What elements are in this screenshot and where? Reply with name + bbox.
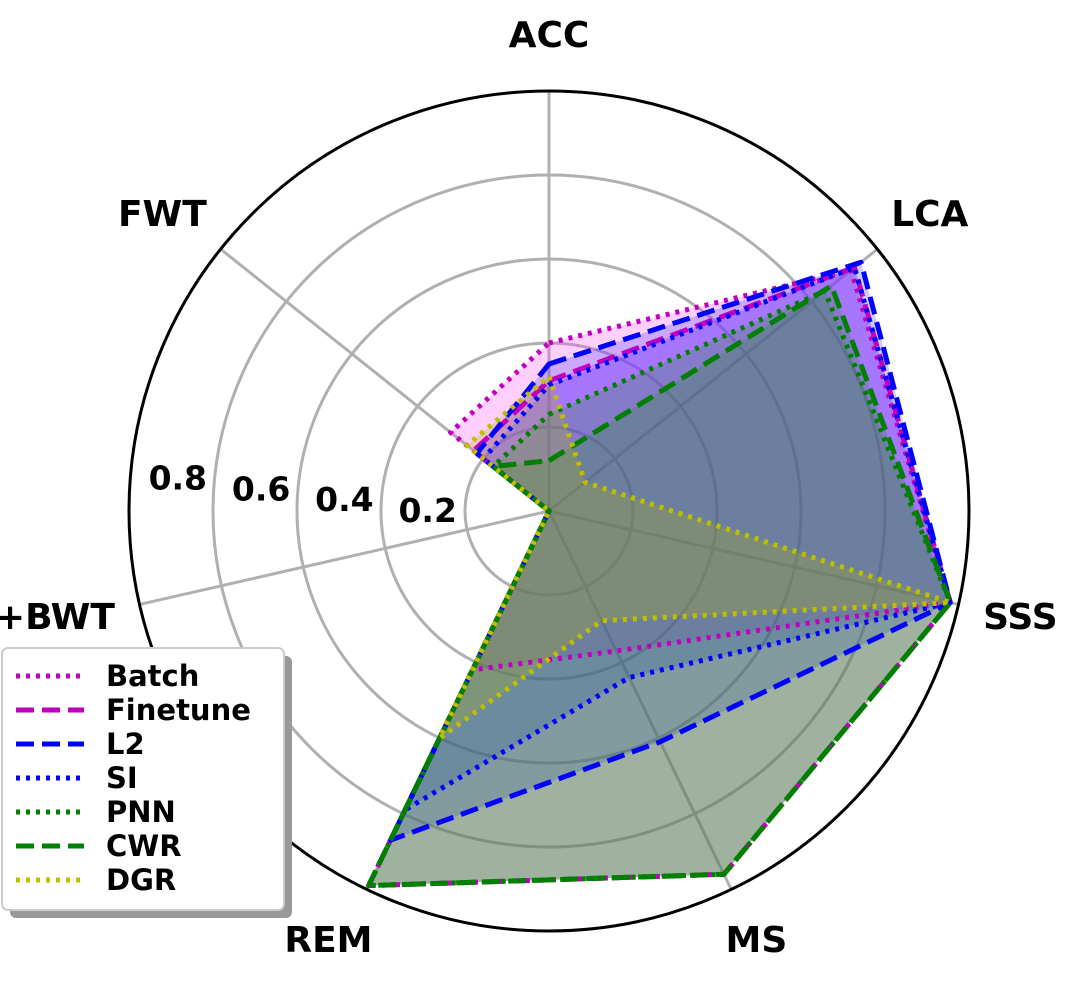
axis-label-bwt: +BWT: [0, 597, 115, 638]
spoke-sss: [548, 509, 959, 606]
series-lines: [366, 259, 953, 889]
radial-tick-0-8: 0.8: [149, 458, 207, 497]
series-line-cwr: [366, 283, 953, 889]
legend-label-si: SI: [106, 761, 138, 795]
legend-label-finetune: Finetune: [106, 693, 251, 727]
spoke-ms: [547, 510, 733, 891]
radial-tick-0-6: 0.6: [232, 469, 290, 508]
series-fill-si: [405, 267, 951, 810]
grid-ring: [211, 173, 887, 849]
radial-tick-labels: 0.2 0.4 0.6 0.8: [149, 458, 457, 530]
axis-label-ms: MS: [726, 920, 788, 961]
axis-label-acc: ACC: [509, 15, 590, 56]
series-fill-pnn: [368, 291, 951, 886]
series-fill-finetune: [368, 267, 951, 886]
radial-tick-0-2: 0.2: [398, 491, 456, 530]
axis-label-sss: SSS: [983, 597, 1058, 638]
grid-ring: [295, 257, 803, 765]
grid-ring: [463, 425, 635, 597]
axis-labels: ACC LCA SSS MS REM +BWT FWT: [0, 15, 1058, 961]
series-fill-cwr: [368, 285, 951, 886]
legend-label-l2: L2: [106, 727, 145, 761]
axis-label-rem: REM: [284, 920, 372, 961]
series-fill-dgr: [439, 376, 951, 738]
series-line-l2: [388, 259, 953, 843]
radial-tick-0-4: 0.4: [315, 480, 373, 519]
legend-label-cwr: CWR: [106, 829, 182, 863]
spoke-bwt: [139, 509, 550, 606]
outer-circle: [127, 89, 971, 933]
legend-label-dgr: DGR: [106, 863, 176, 897]
legend-label-pnn: PNN: [106, 795, 176, 829]
legend-label-batch: Batch: [106, 659, 199, 693]
axis-label-fwt: FWT: [118, 194, 207, 235]
axis-label-lca: LCA: [891, 194, 968, 235]
